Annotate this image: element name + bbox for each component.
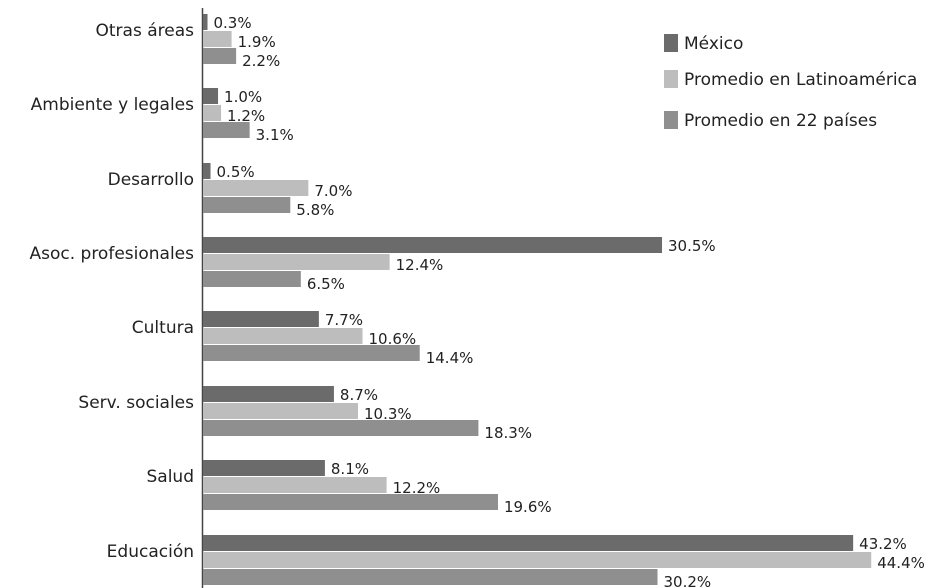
bar-otras-areas-mexico — [203, 14, 208, 30]
value-label-asoc-profesionales-promedio-en-22-paises: 6.5% — [307, 275, 345, 293]
bar-desarrollo-promedio-en-22-paises — [203, 197, 291, 213]
value-label-otras-areas-promedio-en-22-paises: 2.2% — [242, 52, 280, 70]
value-label-asoc-profesionales-promedio-en-latinoamerica: 12.4% — [396, 256, 444, 274]
value-label-desarrollo-mexico: 0.5% — [217, 163, 255, 181]
value-label-salud-mexico: 8.1% — [331, 460, 369, 478]
value-label-cultura-promedio-en-latinoamerica: 10.6% — [369, 330, 417, 348]
bar-cultura-mexico — [203, 311, 319, 327]
bar-ambiente-y-legales-mexico — [203, 88, 219, 104]
value-label-educacion-mexico: 43.2% — [859, 535, 907, 553]
value-label-otras-areas-mexico: 0.3% — [214, 14, 252, 32]
legend-label-mexico: México — [684, 34, 743, 54]
value-label-educacion-promedio-en-latinoamerica: 44.4% — [877, 554, 925, 572]
category-label-educacion: Educación — [107, 542, 194, 562]
legend-label-promedio-en-22-paises: Promedio en 22 países — [684, 111, 877, 131]
bar-educacion-promedio-en-22-paises — [203, 569, 658, 585]
value-label-ambiente-y-legales-mexico: 1.0% — [224, 88, 262, 106]
value-label-ambiente-y-legales-promedio-en-22-paises: 3.1% — [256, 126, 294, 144]
bar-serv-sociales-promedio-en-latinoamerica — [203, 403, 359, 419]
value-label-salud-promedio-en-22-paises: 19.6% — [504, 498, 552, 516]
bar-serv-sociales-mexico — [203, 386, 334, 402]
bar-desarrollo-promedio-en-latinoamerica — [203, 180, 309, 196]
value-label-asoc-profesionales-mexico: 30.5% — [668, 237, 716, 255]
value-label-educacion-promedio-en-22-paises: 30.2% — [664, 573, 712, 588]
bar-ambiente-y-legales-promedio-en-22-paises — [203, 122, 250, 138]
bar-ambiente-y-legales-promedio-en-latinoamerica — [203, 105, 222, 121]
category-label-asoc-profesionales: Asoc. profesionales — [29, 244, 194, 264]
bar-otras-areas-promedio-en-latinoamerica — [203, 31, 232, 47]
category-label-desarrollo: Desarrollo — [108, 170, 194, 190]
bar-asoc-profesionales-promedio-en-22-paises — [203, 271, 301, 287]
legend-swatch-mexico — [664, 34, 678, 52]
bar-asoc-profesionales-promedio-en-latinoamerica — [203, 254, 390, 270]
value-label-salud-promedio-en-latinoamerica: 12.2% — [393, 479, 441, 497]
value-label-desarrollo-promedio-en-22-paises: 5.8% — [296, 201, 334, 219]
bar-educacion-mexico — [203, 535, 854, 551]
bars-group — [203, 14, 872, 585]
bar-salud-promedio-en-22-paises — [203, 494, 498, 510]
value-label-cultura-mexico: 7.7% — [325, 311, 363, 329]
legend-swatch-promedio-en-22-paises — [664, 111, 678, 129]
bar-otras-areas-promedio-en-22-paises — [203, 48, 237, 64]
category-label-salud: Salud — [147, 467, 195, 487]
value-label-desarrollo-promedio-en-latinoamerica: 7.0% — [314, 182, 352, 200]
bar-serv-sociales-promedio-en-22-paises — [203, 420, 479, 436]
category-label-serv-sociales: Serv. sociales — [78, 393, 194, 413]
value-labels-group: 0.3%1.9%2.2% 1.0%1.2%3.1% 0.5% 7.0%5.8% 30.5… — [214, 14, 925, 588]
value-label-ambiente-y-legales-promedio-en-latinoamerica: 1.2% — [227, 107, 265, 125]
category-labels-group: Otras áreas Ambiente y legales Desarrollo A… — [29, 21, 194, 562]
bar-educacion-promedio-en-latinoamerica — [203, 552, 872, 568]
value-label-serv-sociales-promedio-en-22-paises: 18.3% — [484, 424, 532, 442]
value-label-otras-areas-promedio-en-latinoamerica: 1.9% — [238, 33, 276, 51]
bar-asoc-profesionales-mexico — [203, 237, 663, 253]
category-label-cultura: Cultura — [132, 318, 194, 338]
bar-salud-promedio-en-latinoamerica — [203, 477, 387, 493]
value-label-serv-sociales-mexico: 8.7% — [340, 386, 378, 404]
bar-salud-mexico — [203, 460, 325, 476]
legend-label-promedio-en-latinoamerica: Promedio en Latinoamérica — [684, 70, 917, 90]
legend: México Promedio en Latinoamérica Promedio … — [664, 34, 917, 131]
bar-cultura-promedio-en-22-paises — [203, 345, 420, 361]
value-label-cultura-promedio-en-22-paises: 14.4% — [426, 349, 474, 367]
value-label-serv-sociales-promedio-en-latinoamerica: 10.3% — [364, 405, 412, 423]
bar-cultura-promedio-en-latinoamerica — [203, 328, 363, 344]
category-label-otras-areas: Otras áreas — [96, 21, 195, 41]
bar-desarrollo-mexico — [203, 163, 211, 179]
category-label-ambiente-y-legales: Ambiente y legales — [31, 95, 195, 115]
legend-swatch-promedio-en-latinoamerica — [664, 70, 678, 88]
